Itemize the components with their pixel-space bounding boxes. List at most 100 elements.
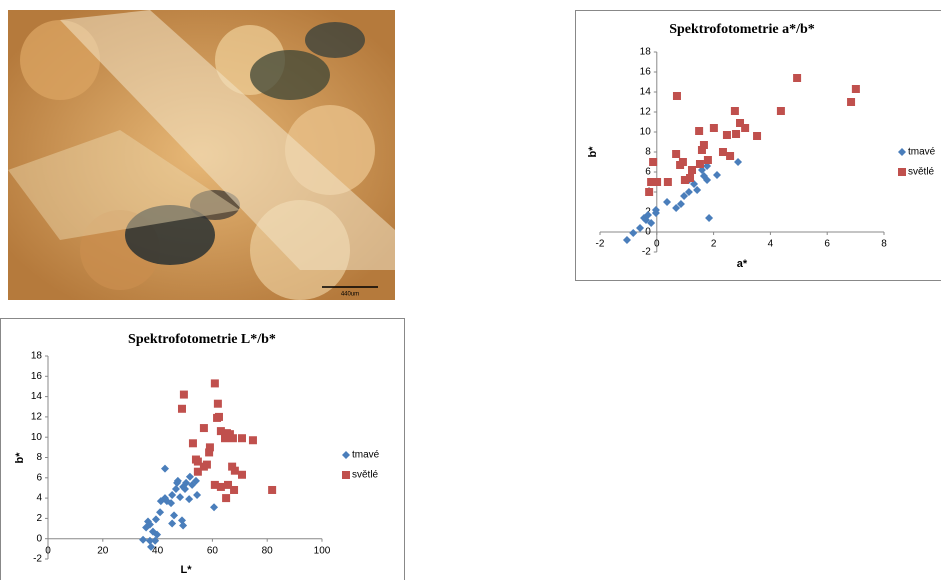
point xyxy=(693,186,702,194)
x-tick-label: 8 xyxy=(881,239,887,250)
legend-label: světlé xyxy=(908,167,935,178)
point xyxy=(753,132,762,140)
point xyxy=(672,92,681,100)
legend-marker xyxy=(898,168,906,176)
y-tick-label: 4 xyxy=(36,493,42,504)
point xyxy=(173,478,182,487)
point xyxy=(205,443,214,452)
point xyxy=(160,464,169,473)
point xyxy=(176,493,185,502)
point xyxy=(730,107,739,115)
point xyxy=(147,542,156,551)
x-tick-label: 20 xyxy=(97,545,109,556)
photo: 440um xyxy=(8,10,395,300)
point xyxy=(636,224,645,232)
y-tick-label: 6 xyxy=(36,472,42,483)
point xyxy=(248,436,257,445)
y-tick-label: 8 xyxy=(645,147,651,158)
point xyxy=(177,404,186,413)
chart-frame xyxy=(0,318,405,580)
point xyxy=(722,131,731,139)
point xyxy=(142,523,151,532)
point xyxy=(268,485,277,494)
point xyxy=(741,124,750,132)
point xyxy=(736,119,745,127)
x-tick-label: 100 xyxy=(314,545,331,556)
x-tick-label: 80 xyxy=(262,545,274,556)
y-tick-label: 14 xyxy=(640,87,652,98)
point xyxy=(686,174,695,182)
y-tick-label: 10 xyxy=(640,127,652,138)
y-tick-label: 0 xyxy=(36,533,42,544)
point xyxy=(193,491,202,500)
point xyxy=(188,480,197,489)
point xyxy=(676,200,685,208)
y-tick-label: 10 xyxy=(31,432,43,443)
point xyxy=(210,503,219,512)
chart-title: Spektrofotometrie L*/b* xyxy=(128,332,276,347)
point xyxy=(199,424,208,433)
x-tick-label: 2 xyxy=(711,239,717,250)
y-tick-label: 14 xyxy=(31,391,43,402)
legend-marker xyxy=(342,471,350,479)
point xyxy=(851,85,860,93)
point xyxy=(640,214,649,222)
point xyxy=(139,535,148,544)
point xyxy=(216,482,225,491)
point xyxy=(230,485,239,494)
point xyxy=(153,530,162,539)
y-tick-label: 2 xyxy=(36,513,42,524)
scale-label: 440um xyxy=(341,292,359,298)
y-tick-label: 8 xyxy=(36,452,42,463)
point xyxy=(185,495,194,504)
point xyxy=(713,171,722,179)
legend-marker xyxy=(342,451,350,459)
point xyxy=(202,460,211,469)
x-tick-label: 6 xyxy=(824,239,830,250)
point xyxy=(651,206,660,214)
y-tick-label: 6 xyxy=(645,167,651,178)
chart-title: Spektrofotometrie a*/b* xyxy=(669,22,815,37)
point xyxy=(718,148,727,156)
point xyxy=(697,146,706,154)
point xyxy=(213,413,222,422)
point xyxy=(732,130,741,138)
legend-label: tmavé xyxy=(352,450,380,461)
point xyxy=(210,379,219,388)
point xyxy=(663,178,672,186)
point xyxy=(703,156,712,164)
point xyxy=(213,399,222,408)
point xyxy=(649,158,658,166)
point xyxy=(680,192,689,200)
x-tick-label: 40 xyxy=(152,545,164,556)
y-axis-label: b* xyxy=(14,452,26,464)
point xyxy=(168,491,177,500)
x-tick-label: 0 xyxy=(654,239,660,250)
point xyxy=(216,427,225,436)
x-tick-label: 0 xyxy=(45,545,51,556)
point xyxy=(221,434,230,443)
point xyxy=(793,74,802,82)
point xyxy=(168,519,177,528)
point xyxy=(181,484,189,493)
x-tick-label: 60 xyxy=(207,545,219,556)
point xyxy=(684,188,693,196)
y-tick-label: 12 xyxy=(640,107,652,118)
point xyxy=(622,236,631,244)
y-tick-label: 18 xyxy=(640,47,652,58)
point xyxy=(156,497,165,506)
point xyxy=(228,434,237,443)
point xyxy=(647,178,656,186)
y-tick-label: 18 xyxy=(31,351,43,362)
point xyxy=(179,521,188,530)
point xyxy=(222,494,231,503)
point xyxy=(224,480,233,489)
point xyxy=(144,517,153,526)
y-tick-label: 16 xyxy=(640,67,652,78)
legend-marker xyxy=(898,148,906,156)
x-tick-label: 4 xyxy=(768,239,774,250)
y-tick-label: 16 xyxy=(31,371,43,382)
point xyxy=(237,434,246,443)
x-axis-label: a* xyxy=(737,258,748,270)
